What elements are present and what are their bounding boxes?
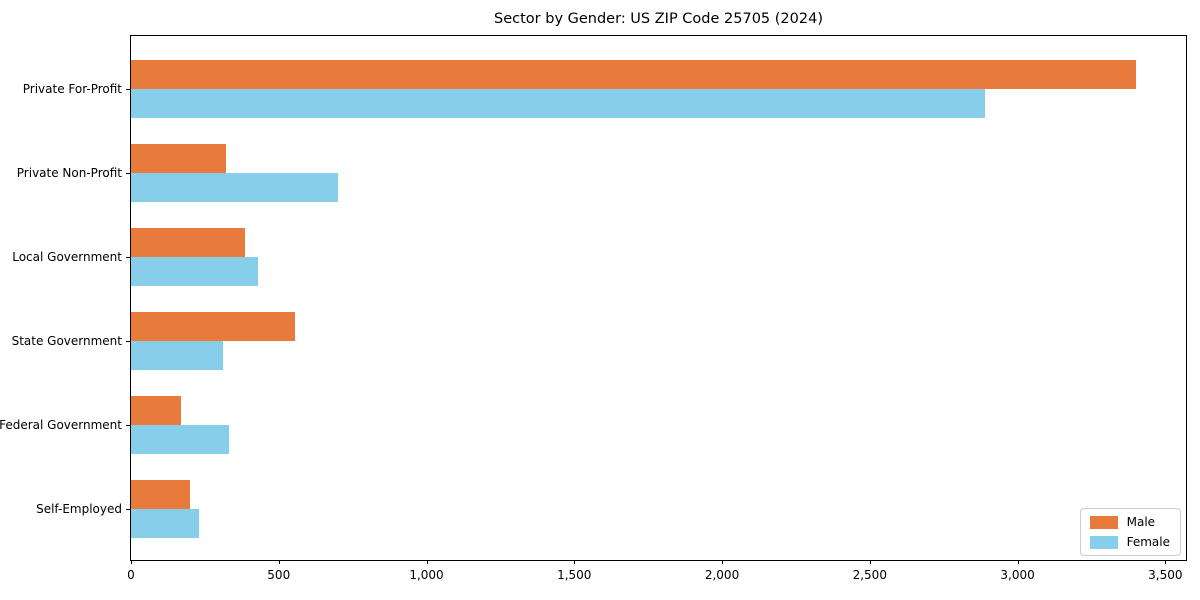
y-tick-label-private-non-profit: Private Non-Profit <box>16 165 122 180</box>
x-tick-label-2000: 2,000 <box>704 568 740 582</box>
x-tick-mark <box>131 560 132 564</box>
y-tick-mark <box>126 424 130 426</box>
bar-male-federal-government <box>131 395 182 425</box>
bar-female-local-government <box>131 256 259 286</box>
y-tick-label-local-government: Local Government <box>12 249 122 264</box>
y-tick-mark <box>126 88 130 90</box>
legend-swatch-female <box>1089 535 1118 549</box>
x-tick-label-3500: 3,500 <box>1148 568 1183 582</box>
x-tick-mark <box>1165 560 1167 564</box>
bar-female-self-employed <box>131 508 199 538</box>
legend: Male Female <box>1079 508 1181 556</box>
x-tick-mark <box>426 560 428 564</box>
x-tick-mark <box>278 560 280 564</box>
x-tick-label-0: 0 <box>127 568 135 582</box>
bar-male-private-non-profit <box>131 143 226 173</box>
bar-female-private-non-profit <box>131 172 338 202</box>
y-tick-label-federal-government: Federal Government <box>0 417 122 432</box>
bar-male-private-for-profit <box>131 59 1136 89</box>
x-tick-mark <box>722 560 724 564</box>
y-tick-mark <box>126 340 130 342</box>
legend-item-male: Male <box>1089 515 1170 529</box>
bar-female-private-for-profit <box>131 88 986 118</box>
chart-title: Sector by Gender: US ZIP Code 25705 (202… <box>494 11 823 27</box>
y-tick-label-private-for-profit: Private For-Profit <box>22 81 122 96</box>
bar-female-state-government <box>131 340 223 370</box>
x-tick-mark <box>574 560 576 564</box>
x-tick-label-1000: 1,000 <box>409 568 444 582</box>
y-tick-mark <box>126 172 130 174</box>
legend-item-female: Female <box>1089 535 1170 549</box>
x-tick-mark <box>1017 560 1019 564</box>
x-tick-mark <box>869 560 871 564</box>
y-tick-mark <box>126 256 130 258</box>
x-tick-label-3000: 3,000 <box>1000 568 1035 582</box>
x-tick-label-500: 500 <box>267 568 291 582</box>
bar-male-state-government <box>131 311 295 341</box>
y-tick-label-state-government: State Government <box>11 333 122 348</box>
bar-male-local-government <box>131 227 245 257</box>
x-tick-label-1500: 1,500 <box>557 568 592 582</box>
plot-area: Private For-Profit Private Non-Profit Loca… <box>0 35 1187 582</box>
bar-female-federal-government <box>131 424 229 454</box>
legend-label-female: Female <box>1126 535 1170 549</box>
legend-swatch-male <box>1089 515 1118 529</box>
x-tick-label-2500: 2,500 <box>852 568 887 582</box>
legend-label-male: Male <box>1126 515 1156 529</box>
y-tick-mark <box>126 508 130 510</box>
bar-male-self-employed <box>131 479 191 509</box>
y-tick-label-self-employed: Self-Employed <box>36 501 122 516</box>
